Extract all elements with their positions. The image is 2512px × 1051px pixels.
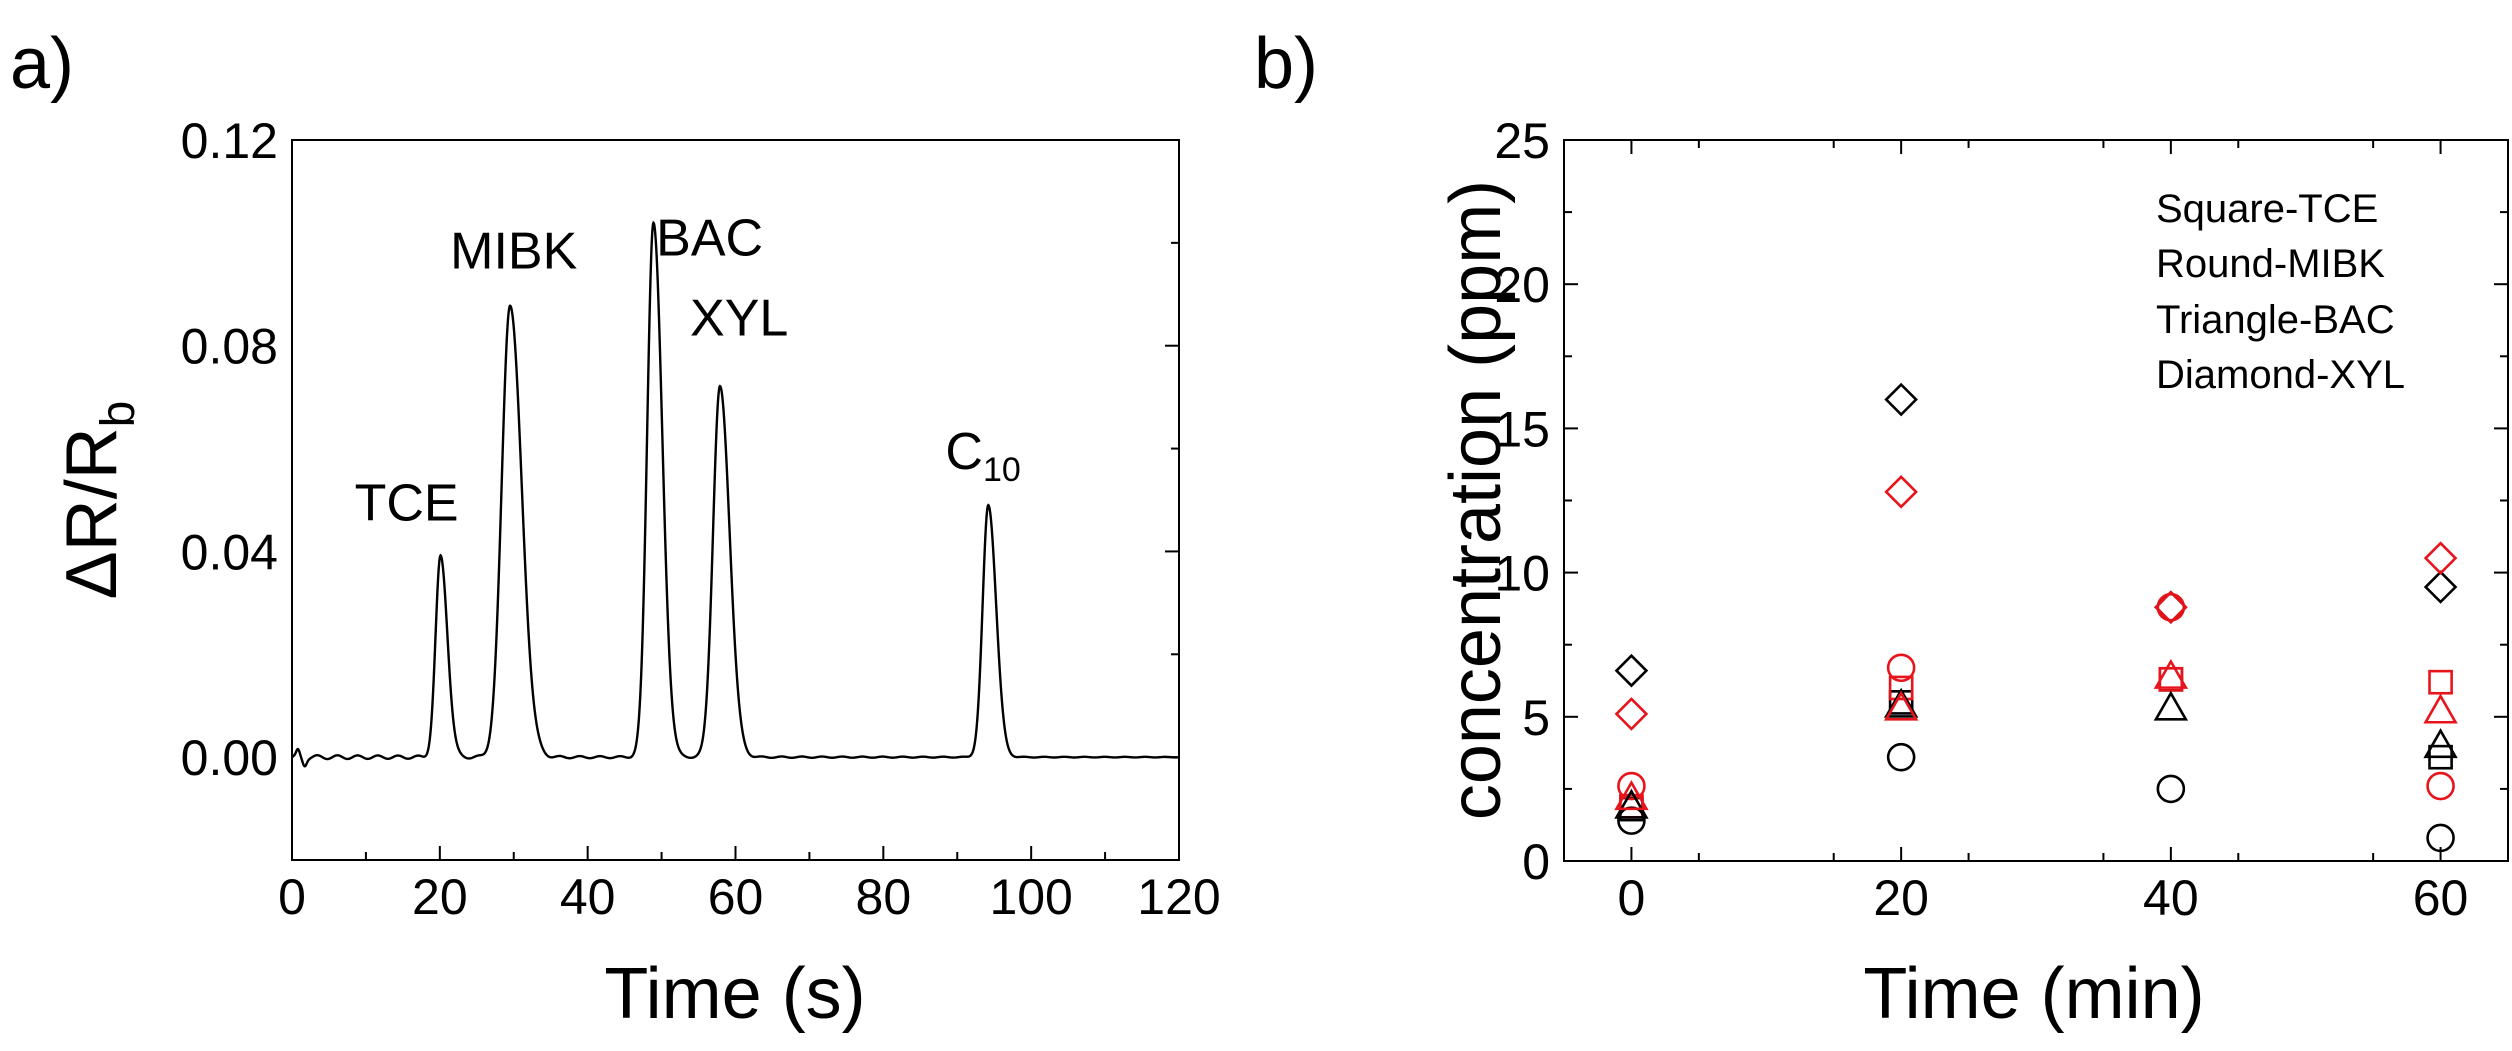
diamond-marker-xyl-red (2423, 541, 2458, 575)
panel-a-tick-labels: 0 20 40 60 80 100 120 0.00 0.04 0.08 0.12 (181, 113, 1221, 925)
panel-a-label: a) (10, 24, 74, 104)
panel-a-x-axis-label: Time (s) (604, 954, 865, 1034)
panel-b-y-tick-label: 5 (1522, 690, 1550, 746)
legend: Square-TCE Round-MIBK Triangle-BAC Diamo… (2156, 187, 2405, 397)
circle-marker-mibk-red (2426, 771, 2455, 801)
triangle-marker-bac-black (2153, 690, 2189, 721)
panel-b: b) 0 20 40 60 0 5 10 15 20 25 Square-TCE Round-MI… (1254, 24, 2509, 1034)
legend-entry-round-mibk: Round-MIBK (2156, 242, 2385, 286)
triangle-marker-bac-red (2153, 658, 2189, 689)
panel-a-y-tick-label: 0.04 (181, 524, 278, 580)
legend-entry-triangle-bac: Triangle-BAC (2156, 298, 2395, 342)
circle-marker-mibk-red (2156, 592, 2186, 622)
annotation-mibk: MIBK (450, 223, 577, 281)
annotation-bac: BAC (656, 210, 763, 268)
panel-a-x-tick-label: 0 (278, 869, 306, 925)
diamond-marker-xyl-red (1614, 697, 1649, 731)
circle-marker-mibk-red (1886, 653, 1916, 683)
panel-a-x-tick-label: 120 (1137, 869, 1220, 925)
panel-b-y-axis-label: concentration (ppm) (1436, 180, 1516, 820)
panel-b-ticks (1564, 139, 2508, 862)
panel-a-x-tick-label: 40 (560, 869, 616, 925)
panel-b-tick-labels: 0 20 40 60 0 5 10 15 20 25 (1494, 113, 2468, 926)
panel-a-y-tick-label: 0.00 (181, 730, 278, 786)
panel-b-x-tick-label: 20 (1873, 870, 1929, 926)
annotation-xyl: XYL (690, 289, 788, 347)
legend-entry-square-tce: Square-TCE (2156, 187, 2378, 231)
diamond-marker-xyl-black (1614, 653, 1649, 688)
annotation-c10: C10 (945, 423, 1020, 489)
circle-marker-mibk-red (1617, 771, 1646, 801)
square-marker-tce-red (1888, 675, 1914, 701)
panel-a-y-axis-label: ΔR/Rb (52, 401, 145, 600)
triangle-marker-bac-black (1614, 788, 1649, 819)
square-marker-tce-red (2428, 669, 2453, 695)
panel-b-y-tick-label: 15 (1494, 401, 1550, 457)
diamond-marker-xyl-black (2423, 570, 2458, 604)
panel-b-y-tick-label: 0 (1522, 834, 1550, 890)
panel-a-y-tick-label: 0.12 (181, 113, 278, 169)
panel-a-ticks (291, 139, 1180, 860)
panel-a: a) 0 20 40 60 80 100 120 0.00 0.04 0.08 0.12 TCE M… (10, 24, 1221, 1034)
triangle-marker-bac-black (1883, 687, 1919, 718)
panel-a-x-tick-label: 100 (989, 869, 1072, 925)
circle-marker-mibk-black (2156, 774, 2186, 804)
legend-entry-diamond-xyl: Diamond-XYL (2156, 353, 2405, 397)
circle-marker-mibk-black (1886, 742, 1916, 772)
diamond-marker-xyl-red (2154, 590, 2188, 624)
panel-a-x-tick-label: 20 (412, 869, 468, 925)
chromatogram-trace (291, 220, 1180, 768)
triangle-marker-bac-red (1614, 779, 1649, 811)
panel-b-y-tick-label: 20 (1494, 257, 1550, 313)
triangle-marker-bac-black (2423, 728, 2458, 759)
panel-b-x-tick-label: 40 (2143, 870, 2199, 926)
triangle-marker-bac-red (2423, 693, 2458, 724)
panel-a-y-tick-label: 0.08 (181, 319, 278, 375)
panel-b-x-tick-label: 0 (1618, 870, 1646, 926)
diamond-marker-xyl-red (1884, 475, 1918, 509)
panel-b-label: b) (1254, 24, 1318, 104)
panel-b-y-tick-label: 10 (1494, 546, 1550, 602)
circle-marker-mibk-black (2426, 823, 2455, 853)
panel-a-x-tick-label: 60 (708, 869, 764, 925)
panel-a-x-tick-label: 80 (856, 869, 912, 925)
panel-b-y-tick-label: 25 (1494, 113, 1550, 169)
diamond-marker-xyl-black (2154, 590, 2188, 624)
peak-annotations: TCE MIBK BAC XYL C10 (355, 210, 1021, 533)
panel-b-markers (1614, 382, 2458, 853)
panel-b-x-axis-label: Time (min) (1863, 954, 2204, 1034)
annotation-tce: TCE (355, 475, 459, 533)
triangle-marker-bac-red (1883, 690, 1919, 721)
diamond-marker-xyl-black (1884, 382, 1918, 417)
panel-b-x-tick-label: 60 (2413, 870, 2469, 926)
